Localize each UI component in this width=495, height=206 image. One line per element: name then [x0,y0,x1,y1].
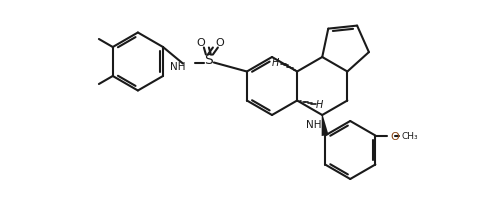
Text: H: H [272,57,279,67]
Text: CH₃: CH₃ [401,131,418,140]
Text: NH: NH [170,61,186,71]
Polygon shape [322,115,329,136]
Text: H: H [316,99,324,109]
Text: O: O [197,37,205,47]
Text: O: O [391,131,399,141]
Text: NH: NH [306,119,322,129]
Text: S: S [204,53,213,67]
Text: O: O [215,37,224,47]
